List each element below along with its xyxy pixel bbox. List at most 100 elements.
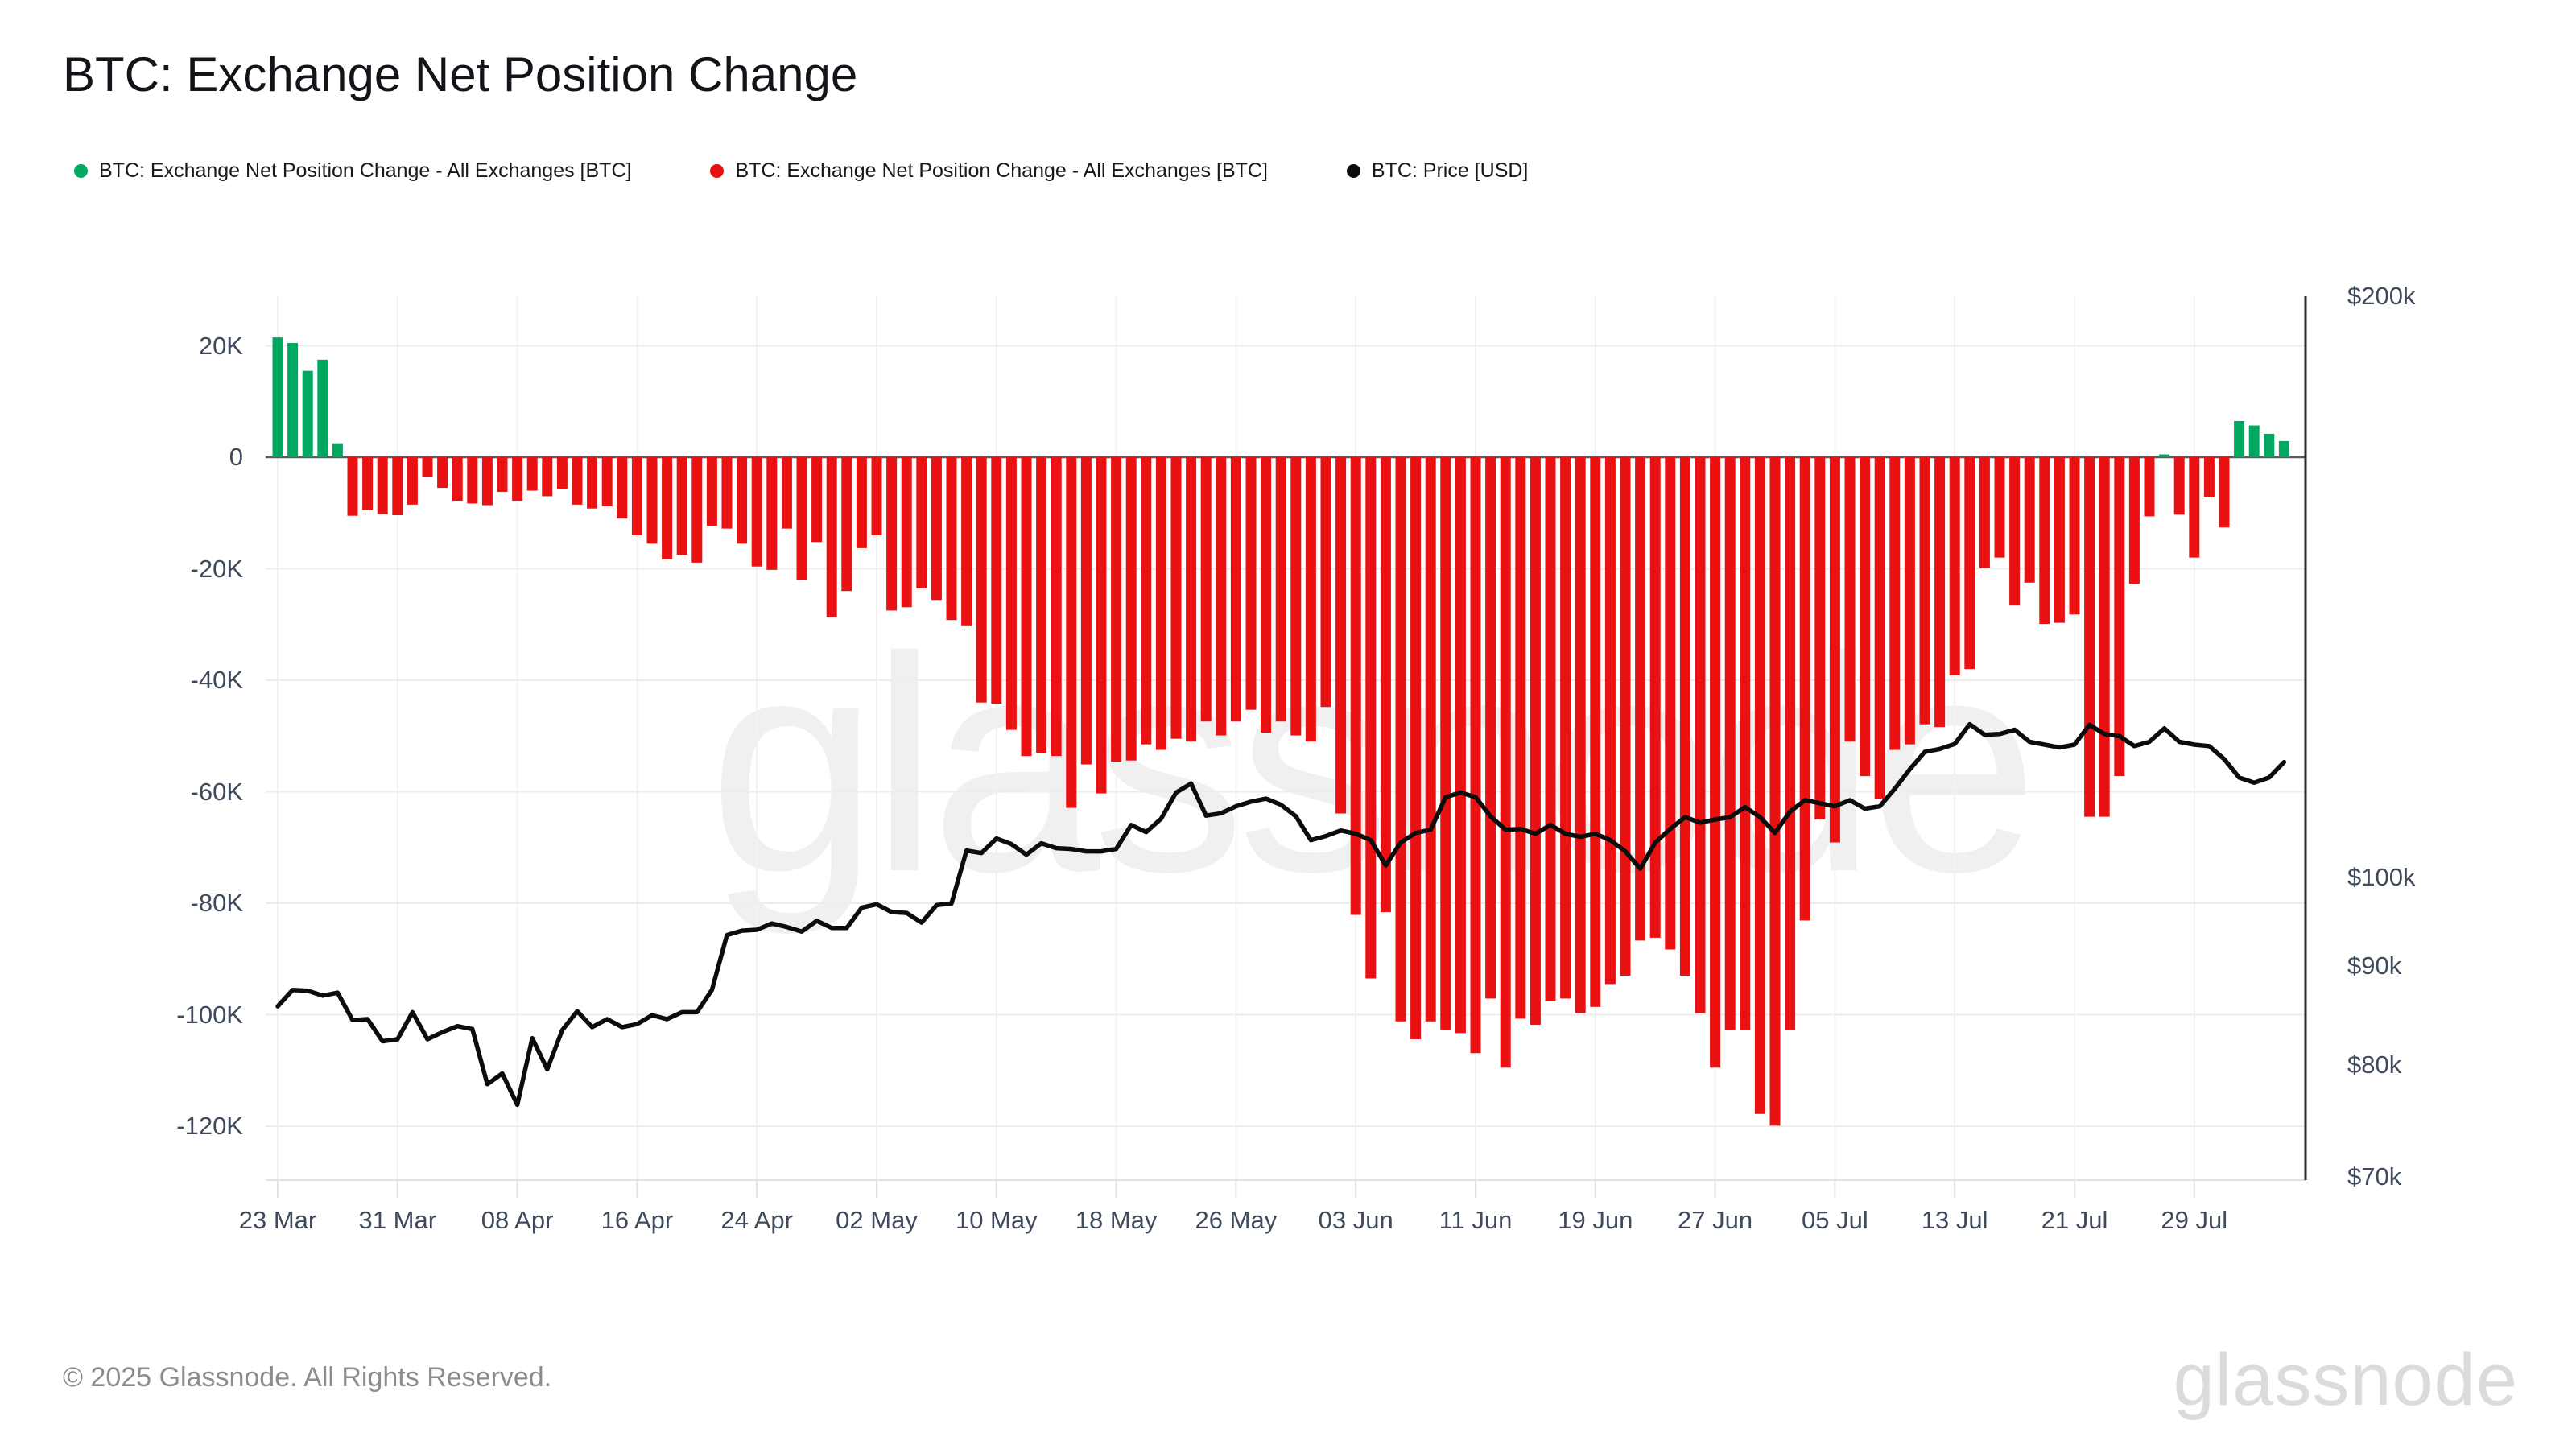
copyright-text: © 2025 Glassnode. All Rights Reserved.	[63, 1362, 552, 1393]
bar-negative	[1350, 457, 1361, 915]
bar-negative	[931, 457, 942, 601]
bar-negative	[1740, 457, 1751, 1030]
bar-positive	[2264, 433, 2275, 457]
bar-negative	[452, 457, 463, 502]
legend-item-price[interactable]: BTC: Price [USD]	[1346, 159, 1529, 183]
bar-negative	[1649, 457, 1661, 938]
bar-negative	[676, 457, 687, 555]
bar-negative	[1320, 457, 1331, 708]
bar-negative	[467, 457, 478, 504]
bar-negative	[991, 457, 1002, 704]
bar-negative	[1080, 457, 1092, 765]
bar-negative	[1919, 457, 1930, 724]
bar-negative	[1590, 457, 1601, 1007]
bar-negative	[1979, 457, 1990, 568]
price-line	[275, 721, 2287, 1108]
bar-negative	[1096, 457, 1107, 794]
bar-negative	[437, 457, 448, 489]
bar-negative	[1724, 457, 1736, 1030]
bar-negative	[1380, 457, 1391, 913]
bar-negative	[751, 457, 762, 567]
bar-negative	[1290, 457, 1302, 736]
bar-negative	[1170, 457, 1182, 739]
bar-negative	[347, 457, 358, 516]
bar-negative	[542, 457, 553, 497]
bar-negative	[1799, 457, 1810, 921]
bar-negative	[556, 457, 568, 489]
bar-negative	[871, 457, 882, 535]
bar-negative	[1455, 457, 1466, 1034]
bar-negative	[1005, 457, 1017, 730]
bar-negative	[2009, 457, 2021, 606]
bar-negative	[1620, 457, 1631, 976]
bar-negative	[737, 457, 748, 544]
bar-positive	[2159, 454, 2170, 457]
bar-negative	[1604, 457, 1616, 985]
bar-negative	[1934, 457, 1946, 728]
bar-negative	[2189, 457, 2200, 558]
red-dot-icon	[710, 164, 724, 178]
bar-negative	[1500, 457, 1511, 1068]
bar-negative	[976, 457, 987, 703]
bar-negative	[2203, 457, 2215, 497]
legend-item-netflow-positive[interactable]: BTC: Exchange Net Position Change - All …	[74, 159, 631, 183]
bar-negative	[2219, 457, 2230, 528]
bar-negative	[1485, 457, 1496, 999]
bar-negative	[2114, 457, 2125, 777]
bar-negative	[1365, 457, 1377, 979]
bar-negative	[1964, 457, 1975, 670]
bar-negative	[1515, 457, 1526, 1019]
bar-negative	[2174, 457, 2185, 515]
bar-negative	[1949, 457, 1960, 675]
bar-negative	[2144, 457, 2155, 517]
bar-negative	[1230, 457, 1241, 722]
bar-negative	[1710, 457, 1721, 1068]
legend-label: BTC: Exchange Net Position Change - All …	[735, 159, 1268, 182]
bar-positive	[272, 337, 283, 457]
bar-negative	[826, 457, 837, 617]
bar-negative	[1575, 457, 1586, 1013]
bar-negative	[796, 457, 807, 580]
bar-negative	[1141, 457, 1152, 745]
bar-negative	[1860, 457, 1871, 777]
bar-negative	[1440, 457, 1451, 1030]
bar-negative	[481, 457, 493, 506]
bar-negative	[1410, 457, 1422, 1039]
bar-negative	[512, 457, 523, 502]
bar-negative	[2084, 457, 2095, 817]
bar-negative	[1695, 457, 1706, 1013]
bar-negative	[422, 457, 433, 477]
bar-negative	[362, 457, 374, 510]
bar-negative	[1844, 457, 1856, 742]
bar-negative	[856, 457, 867, 548]
bar-negative	[1425, 457, 1436, 1022]
bar-negative	[526, 457, 538, 491]
bar-positive	[287, 343, 299, 457]
bar-negative	[1754, 457, 1765, 1114]
bar-negative	[901, 457, 912, 608]
bar-positive	[317, 359, 328, 457]
bar-negative	[1395, 457, 1406, 1022]
bar-negative	[811, 457, 823, 543]
bar-negative	[2128, 457, 2140, 584]
legend-item-netflow-negative[interactable]: BTC: Exchange Net Position Change - All …	[710, 159, 1268, 183]
bar-negative	[1111, 457, 1122, 762]
legend: BTC: Exchange Net Position Change - All …	[74, 159, 1607, 183]
bar-negative	[2024, 457, 2035, 583]
bar-negative	[781, 457, 792, 529]
bar-negative	[1305, 457, 1316, 742]
bar-negative	[1769, 457, 1781, 1126]
bar-negative	[1530, 457, 1541, 1025]
bar-negative	[1186, 457, 1197, 742]
bar-negative	[916, 457, 927, 588]
bar-negative	[2099, 457, 2110, 817]
bar-negative	[1051, 457, 1062, 757]
bar-negative	[1814, 457, 1826, 820]
bar-negative	[662, 457, 673, 559]
legend-label: BTC: Price [USD]	[1371, 159, 1529, 182]
green-dot-icon	[74, 164, 88, 178]
bar-negative	[1545, 457, 1556, 1001]
glassnode-logo: glassnode	[2173, 1339, 2518, 1421]
